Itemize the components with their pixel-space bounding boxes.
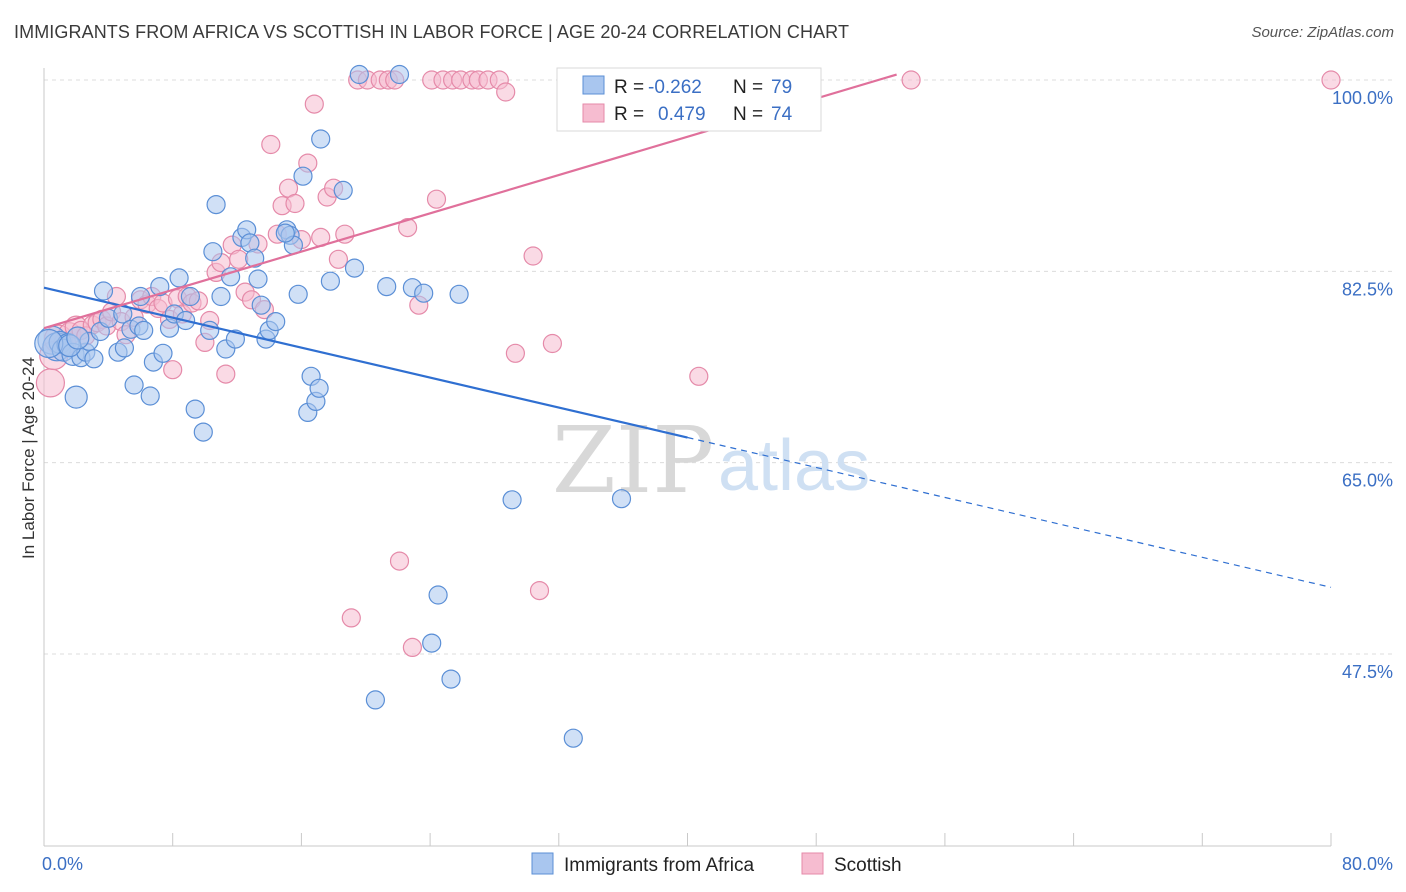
- africa-point: [169, 268, 189, 288]
- scottish-point: [328, 249, 348, 269]
- africa-point: [140, 386, 160, 406]
- series-legend-africa-swatch: [531, 852, 554, 875]
- watermark-atlas: atlas: [718, 426, 870, 506]
- africa-point: [563, 728, 583, 748]
- scottish-point: [261, 134, 281, 155]
- scottish-point: [35, 368, 66, 398]
- scottish-point: [389, 551, 410, 571]
- africa-point: [134, 320, 154, 340]
- scottish-point: [341, 608, 361, 628]
- africa-point: [251, 295, 271, 315]
- africa-point: [266, 312, 286, 332]
- series-legend: Immigrants from Africa Scottish: [531, 852, 902, 876]
- africa-point: [211, 286, 231, 307]
- africa-point: [203, 242, 223, 262]
- africa-point: [245, 248, 265, 268]
- africa-point: [93, 281, 114, 301]
- africa-point: [275, 223, 295, 243]
- scottish-point: [304, 94, 324, 114]
- africa-point: [377, 277, 397, 297]
- source-label: Source: ZipAtlas.com: [1251, 24, 1394, 41]
- africa-point: [225, 329, 245, 349]
- scottish-point: [901, 70, 921, 90]
- scottish-points: [35, 70, 1341, 658]
- legend-africa-r-value: -0.262: [648, 77, 702, 98]
- axis-ticks: 47.5% 65.0% 82.5% 100.0%: [43, 88, 1393, 846]
- africa-point: [389, 64, 410, 85]
- africa-point: [333, 180, 353, 200]
- africa-point: [502, 490, 522, 510]
- legend-scottish-n-value: 74: [771, 104, 793, 125]
- series-legend-scottish-label: Scottish: [834, 855, 902, 876]
- scottish-point: [398, 218, 418, 238]
- scottish-point: [1321, 70, 1341, 90]
- africa-point: [428, 585, 448, 605]
- africa-point: [64, 385, 88, 409]
- africa-point: [422, 633, 442, 653]
- scottish-point: [689, 366, 709, 386]
- africa-point: [449, 284, 469, 304]
- scottish-point: [542, 333, 563, 354]
- scottish-point: [523, 246, 543, 266]
- africa-point: [344, 258, 365, 278]
- y-tick-label: 100.0%: [1332, 88, 1393, 108]
- africa-point: [206, 195, 226, 215]
- africa-point: [193, 422, 213, 442]
- africa-points: [34, 64, 632, 748]
- scottish-point: [426, 189, 447, 209]
- africa-point: [414, 283, 434, 303]
- x-tick-label-max: 80.0%: [1342, 854, 1393, 874]
- legend-scottish-r-value: 0.479: [658, 104, 706, 125]
- scottish-point: [529, 580, 550, 601]
- chart-title: IMMIGRANTS FROM AFRICA VS SCOTTISH IN LA…: [14, 22, 850, 42]
- africa-trend-extension: [687, 436, 1332, 588]
- grid-lines: [44, 79, 1393, 655]
- legend-scottish-r-label: R =: [614, 104, 644, 125]
- africa-point: [441, 669, 461, 689]
- legend-africa-n-value: 79: [771, 77, 792, 98]
- africa-point: [114, 338, 135, 358]
- y-axis-label: In Labor Force | Age 20-24: [19, 357, 38, 559]
- scottish-point: [216, 364, 236, 384]
- scottish-point: [163, 360, 183, 380]
- africa-point: [185, 399, 205, 419]
- scottish-point: [496, 82, 516, 102]
- series-legend-africa-label: Immigrants from Africa: [564, 855, 754, 876]
- africa-point: [124, 375, 144, 395]
- scottish-point: [402, 637, 422, 658]
- africa-point: [309, 378, 329, 398]
- legend-africa-r-label: R =: [614, 77, 644, 98]
- africa-point: [349, 64, 369, 85]
- zipatlas-watermark: ZIP atlas: [552, 407, 870, 514]
- africa-point: [611, 489, 632, 509]
- africa-point: [365, 690, 385, 710]
- africa-point: [293, 166, 313, 186]
- legend-africa-n-label: N =: [733, 77, 763, 98]
- africa-point: [320, 271, 340, 291]
- africa-point: [153, 343, 173, 363]
- y-tick-label: 65.0%: [1342, 471, 1393, 491]
- africa-point: [311, 129, 331, 149]
- y-tick-label: 47.5%: [1342, 662, 1393, 682]
- scottish-point: [335, 224, 355, 244]
- legend-scottish-n-label: N =: [733, 104, 763, 125]
- africa-point: [180, 286, 200, 307]
- watermark-zip: ZIP: [552, 407, 714, 514]
- legend-swatch-scottish: [582, 103, 605, 123]
- africa-point: [84, 349, 104, 369]
- africa-point: [66, 326, 90, 350]
- x-tick-label-min: 0.0%: [42, 854, 83, 874]
- africa-point: [150, 277, 170, 297]
- africa-trend-line: [43, 286, 688, 439]
- series-legend-scottish-swatch: [801, 852, 824, 875]
- stats-legend: R = -0.262 N = 79 R = 0.479 N = 74: [556, 67, 822, 132]
- scottish-point: [229, 249, 249, 269]
- africa-point: [288, 284, 308, 304]
- scottish-point: [505, 343, 526, 363]
- scottish-point: [285, 193, 305, 214]
- africa-point: [248, 269, 268, 289]
- legend-swatch-africa: [582, 75, 605, 95]
- y-tick-label: 82.5%: [1342, 279, 1393, 299]
